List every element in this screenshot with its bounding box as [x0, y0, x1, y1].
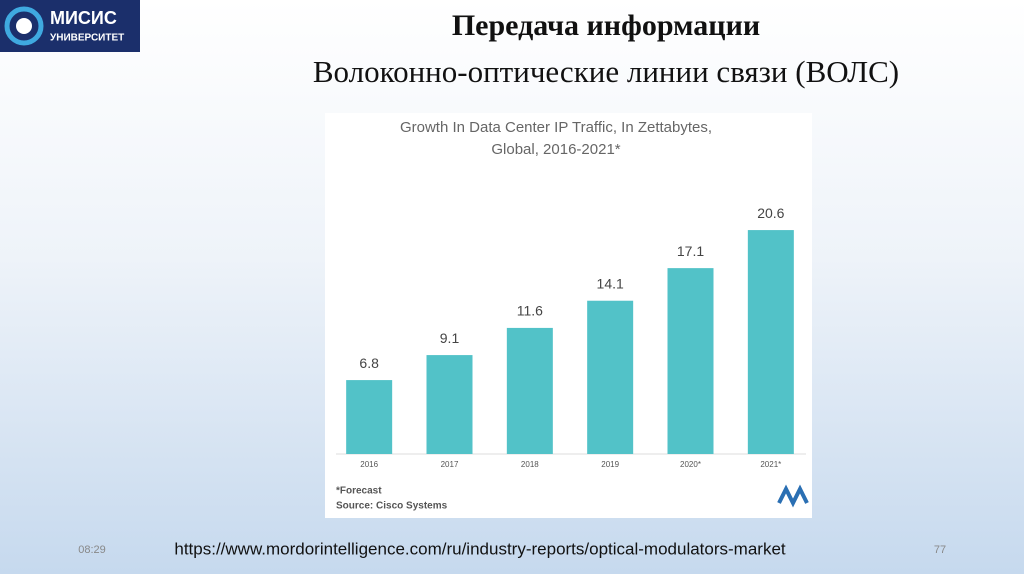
x-tick-label: 2021*: [760, 460, 781, 469]
bar: [426, 355, 473, 454]
source-logo: [777, 484, 809, 508]
value-label: 14.1: [597, 275, 624, 291]
slide-title: Передача информации: [452, 9, 760, 42]
chart-title: Growth In Data Center IP Traffic, In Zet…: [400, 119, 712, 136]
value-label: 9.1: [440, 330, 460, 346]
value-label: 20.6: [757, 205, 784, 221]
x-tick-label: 2016: [360, 460, 378, 469]
bar: [667, 268, 714, 454]
logo-icon-core: [16, 18, 32, 34]
x-tick-label: 2017: [441, 460, 459, 469]
chart-note: *Forecast: [336, 486, 382, 497]
bar: [346, 380, 393, 454]
chart-note: Source: Cisco Systems: [336, 501, 448, 512]
logo-icon: [4, 6, 44, 46]
bar: [747, 230, 794, 454]
x-tick-label: 2018: [521, 460, 539, 469]
page-number: 77: [934, 544, 946, 556]
x-tick-label: 2020*: [680, 460, 701, 469]
bar: [587, 300, 634, 454]
value-label: 17.1: [677, 243, 704, 259]
x-tick-label: 2019: [601, 460, 619, 469]
chart-panel: [325, 113, 812, 518]
logo-subtitle: УНИВЕРСИТЕТ: [50, 33, 124, 44]
slide-subtitle: Волоконно-оптические линии связи (ВОЛС): [313, 54, 899, 89]
logo-name: МИСИС: [50, 8, 117, 28]
value-label: 6.8: [359, 355, 379, 371]
slide-time: 08:29: [78, 544, 106, 556]
source-link[interactable]: https://www.mordorintelligence.com/ru/in…: [174, 539, 786, 558]
bar: [506, 327, 553, 454]
value-label: 11.6: [517, 303, 543, 319]
chart-title: Global, 2016-2021*: [491, 141, 620, 158]
